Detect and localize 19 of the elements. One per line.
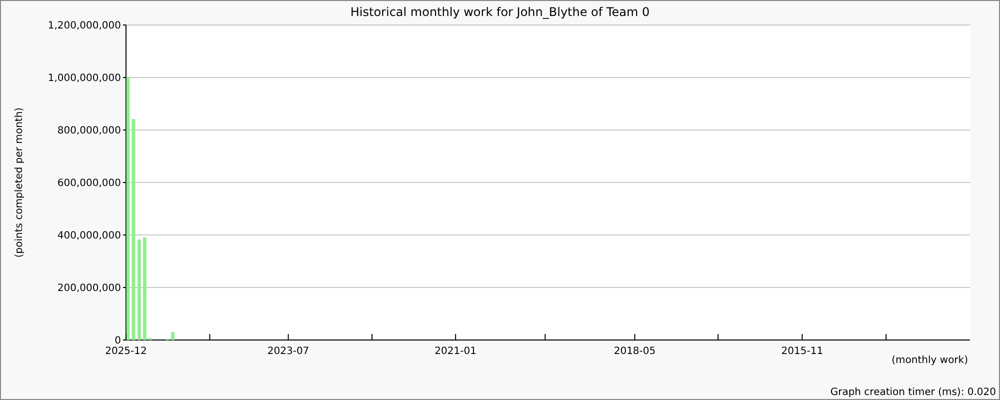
y-tick-label: 0 [114, 336, 121, 346]
y-axis-title: (points completed per month) [14, 107, 25, 258]
x-tick-label: 2021-01 [434, 346, 476, 357]
text: Graph creation timer (ms): 0.020 [830, 387, 996, 398]
y-tick-label: 1,000,000,000 [48, 73, 121, 84]
x-tick-label: 2018-05 [614, 346, 656, 357]
y-tick-label: 1,200,000,000 [48, 20, 121, 32]
y-tick-label: 600,000,000 [57, 178, 121, 189]
bar [137, 239, 141, 340]
x-tick-label: 2015-11 [781, 346, 824, 357]
bar [171, 332, 175, 340]
x-tick-label: 2025-12 [105, 346, 147, 357]
y-tick-label: 200,000,000 [57, 283, 121, 294]
bar [143, 237, 146, 340]
y-tick-label: 400,000,000 [57, 230, 121, 242]
chart-title: Historical monthly work for John_Blythe of Team 0 [350, 5, 650, 19]
y-tick-label: 800,000,000 [57, 126, 121, 136]
x-tick-label: 2023-07 [267, 346, 310, 357]
x-axis-title: (monthly work) [892, 355, 968, 366]
